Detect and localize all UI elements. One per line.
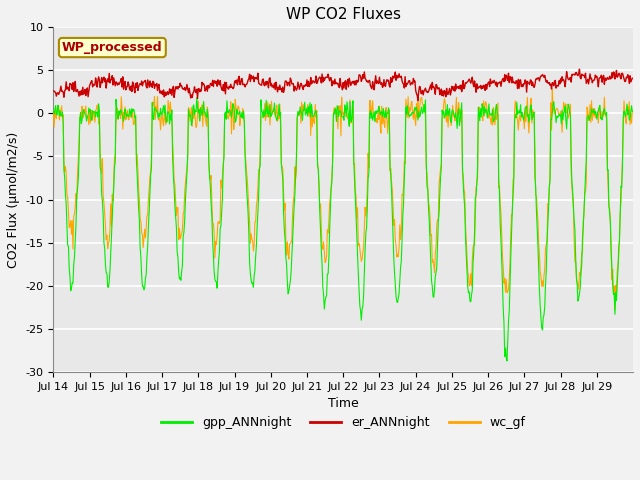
Title: WP CO2 Fluxes: WP CO2 Fluxes bbox=[285, 7, 401, 22]
Y-axis label: CO2 Flux (μmol/m2/s): CO2 Flux (μmol/m2/s) bbox=[7, 132, 20, 268]
Legend: gpp_ANNnight, er_ANNnight, wc_gf: gpp_ANNnight, er_ANNnight, wc_gf bbox=[156, 411, 531, 434]
X-axis label: Time: Time bbox=[328, 397, 358, 410]
Text: WP_processed: WP_processed bbox=[62, 41, 163, 54]
